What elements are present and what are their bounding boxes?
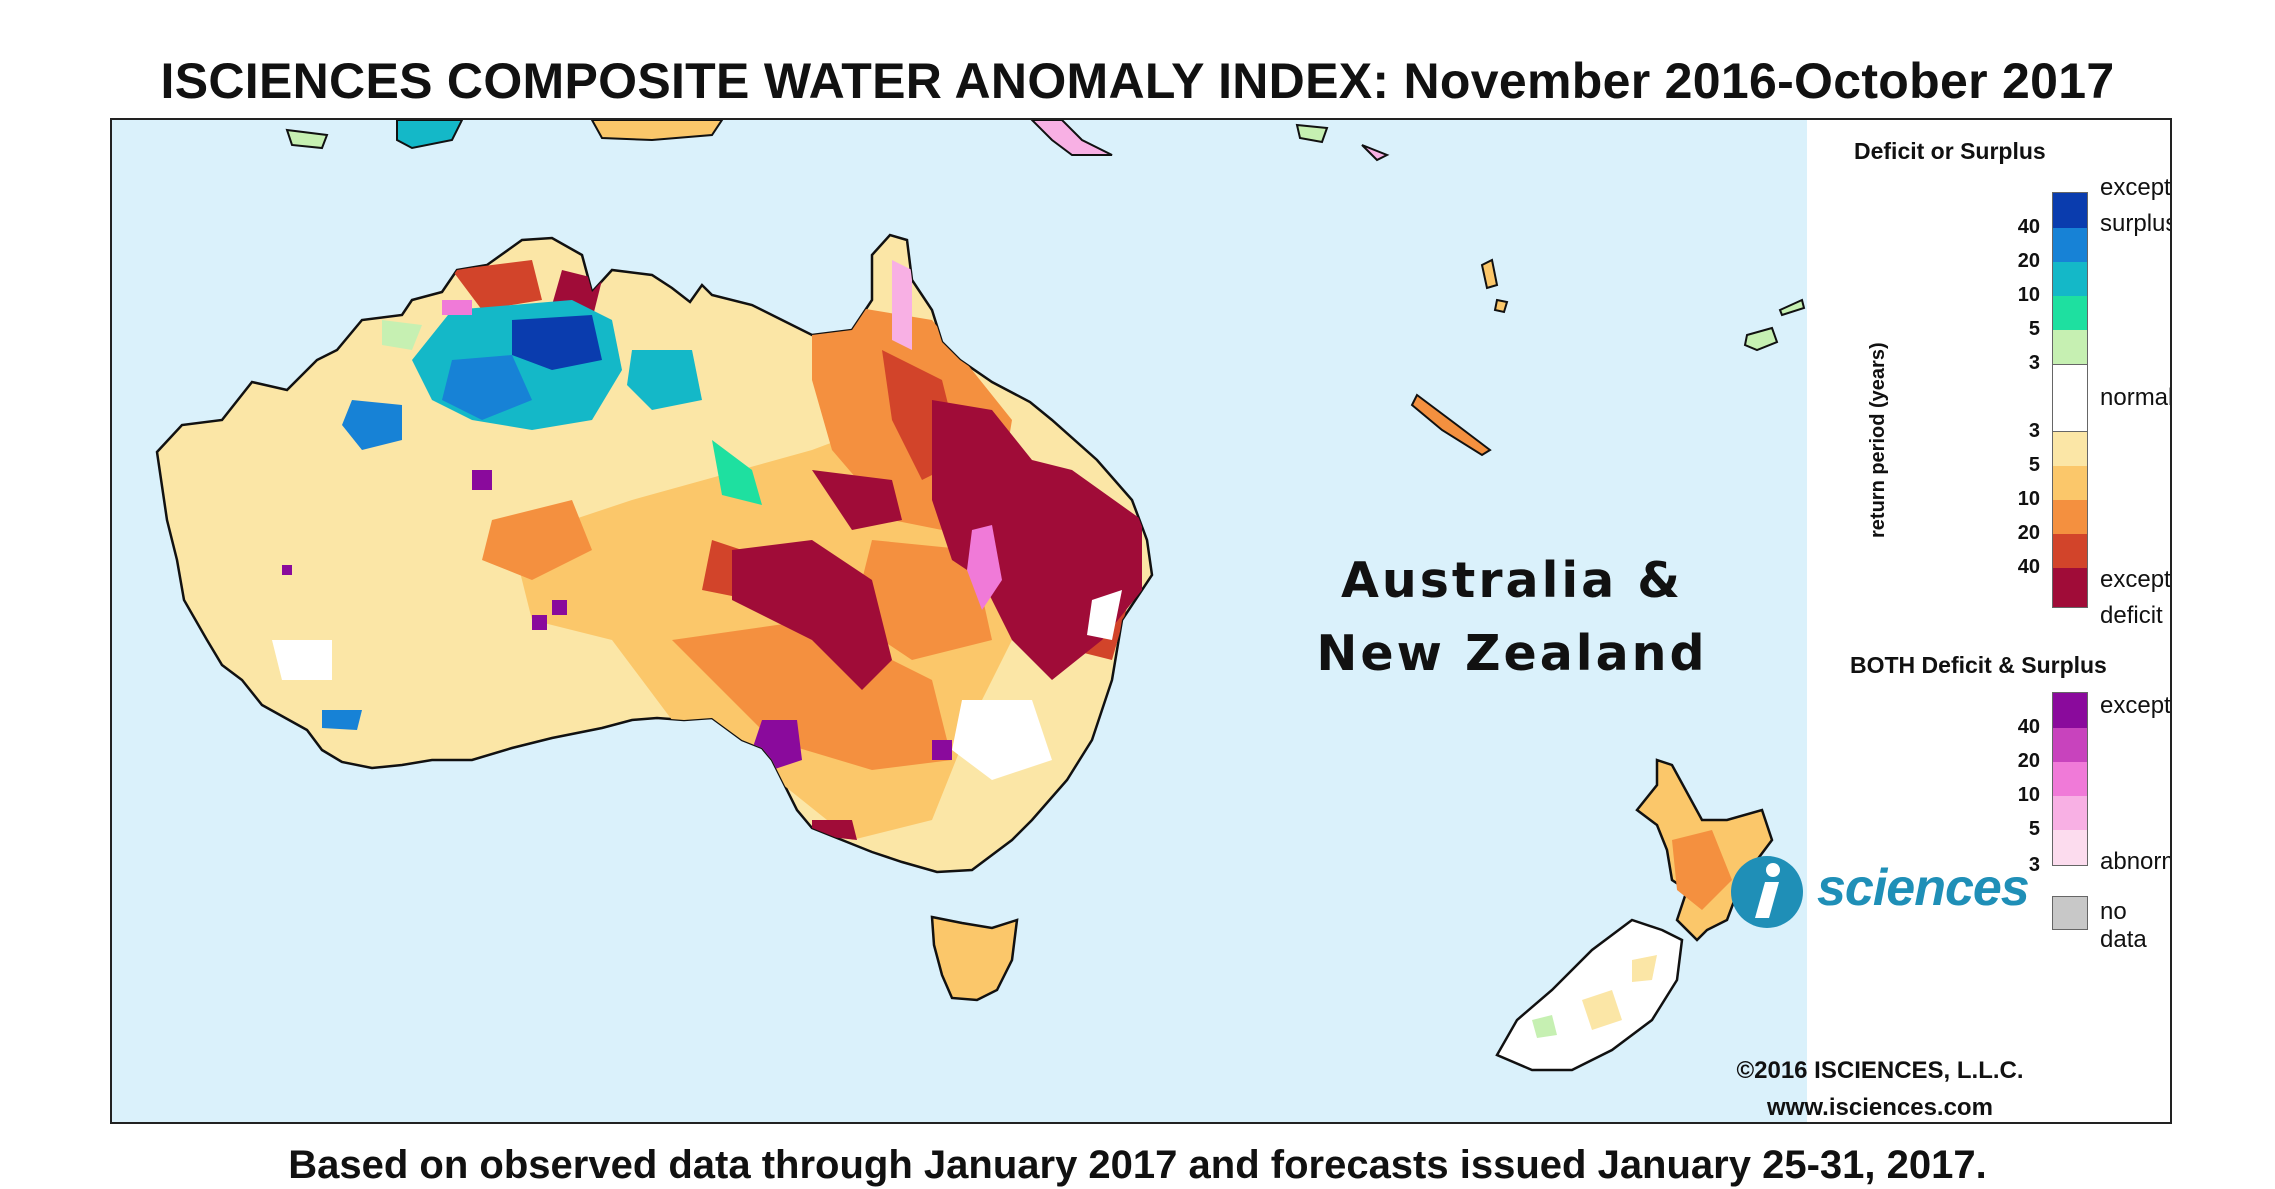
island-north-3 (590, 120, 724, 142)
tick-surplus-20: 20 (2017, 250, 2040, 272)
logo-wordmark: sciences (1817, 859, 2030, 917)
swatch-deficit-3 (2052, 432, 2088, 466)
desc-exceptional-deficit-1: exceptional (2100, 566, 2171, 593)
vanuatu-1 (1480, 258, 1499, 290)
desc-exceptional-deficit-2: deficit (2100, 602, 2163, 629)
swatch-deficit-5 (2052, 466, 2088, 500)
tick-both-5: 5 (2028, 818, 2040, 840)
vanuatu-2 (1493, 298, 1509, 314)
tick-deficit-10: 10 (2017, 488, 2040, 510)
desc-both-abnormal: abnormal (2100, 848, 2170, 875)
tick-deficit-3: 3 (2028, 420, 2040, 442)
tasmania (930, 915, 1019, 1002)
map-title: ISCIENCES COMPOSITE WATER ANOMALY INDEX:… (160, 53, 2115, 109)
legend-heading-both: BOTH Deficit & Surplus (1850, 652, 2107, 678)
desc-both-exceptional: exceptional (2100, 692, 2171, 719)
tick-surplus-5: 5 (2028, 318, 2040, 340)
swatch-deficit-20 (2052, 534, 2088, 568)
logo-i-icon (1731, 856, 1803, 928)
swatch-no-data (2052, 896, 2088, 930)
tick-both-10: 10 (2017, 784, 2040, 806)
fiji-2 (1778, 298, 1806, 317)
tick-surplus-3: 3 (2028, 352, 2040, 374)
swatch-deficit-40 (2052, 568, 2088, 608)
website-text: www.isciences.com (1767, 1094, 1993, 1121)
tick-both-40: 40 (2017, 716, 2040, 738)
tick-both-20: 20 (2017, 750, 2040, 772)
swatch-surplus-20 (2052, 228, 2088, 262)
swatch-surplus-40 (2052, 192, 2088, 228)
desc-no-data: no data (2100, 898, 2147, 953)
legend-panel: Deficit or Surplus return period (years)… (1812, 120, 2170, 1122)
island-north-1 (285, 128, 329, 150)
tick-deficit-20: 20 (2017, 522, 2040, 544)
island-north-5 (1295, 123, 1329, 144)
swatch-both-5 (2052, 796, 2088, 830)
tick-surplus-10: 10 (2017, 284, 2040, 306)
map-frame: Australia & New Zealand Deficit or Surpl… (110, 118, 2172, 1124)
swatch-normal (2052, 364, 2088, 432)
swatch-both-40 (2052, 692, 2088, 728)
tick-surplus-40: 40 (2017, 216, 2040, 238)
desc-exceptional-surplus-1: exceptional (2100, 174, 2171, 201)
legend-heading-deficit-surplus: Deficit or Surplus (1854, 138, 2046, 164)
legend-axis-label: return period (years) (1867, 342, 1889, 538)
copyright-text: ©2016 ISCIENCES, L.L.C. (1736, 1057, 2024, 1084)
new-caledonia (1410, 393, 1492, 457)
swatch-deficit-10 (2052, 500, 2088, 534)
desc-exceptional-surplus-2: surplus (2100, 210, 2172, 237)
region-label-line-2: New Zealand (1316, 625, 1708, 682)
swatch-both-20 (2052, 728, 2088, 762)
swatch-both-3 (2052, 830, 2088, 866)
swatch-surplus-3 (2052, 330, 2088, 364)
tick-deficit-40: 40 (2017, 556, 2040, 578)
tick-deficit-5: 5 (2028, 454, 2040, 476)
swatch-surplus-10 (2052, 262, 2088, 296)
island-north-2 (396, 120, 464, 150)
footer-note: Based on observed data through January 2… (288, 1143, 1987, 1187)
region-label-line-1: Australia & (1340, 552, 1684, 609)
swatch-both-10 (2052, 762, 2088, 796)
isciences-logo: sciences (1725, 850, 2065, 930)
new-zealand-south-island (1495, 918, 1684, 1072)
fiji-1 (1743, 326, 1779, 352)
anomaly-map (155, 120, 1806, 1072)
island-north-4 (1030, 120, 1113, 156)
desc-normal: normal (2100, 384, 2172, 411)
swatch-surplus-5 (2052, 296, 2088, 330)
island-north-6 (1361, 144, 1390, 162)
tick-both-3: 3 (2028, 854, 2040, 876)
